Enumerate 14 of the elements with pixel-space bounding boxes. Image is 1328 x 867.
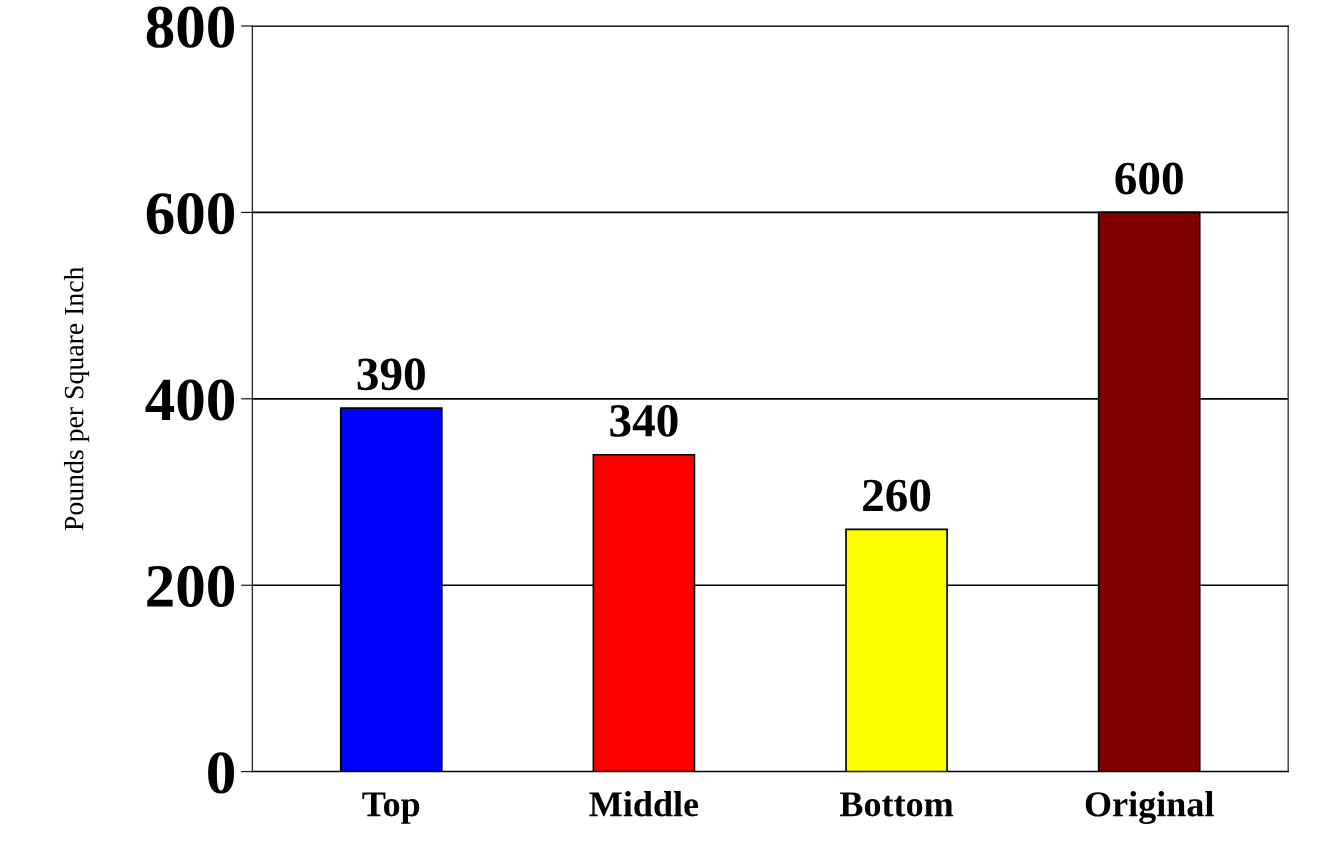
y-axis-title: Pounds per Square Inch bbox=[63, 266, 90, 531]
y-tick-label: 800 bbox=[146, 6, 235, 48]
x-tick-label: Original bbox=[1085, 791, 1214, 825]
data-label: 260 bbox=[863, 479, 931, 512]
y-tick-label: 600 bbox=[146, 192, 235, 235]
y-tick-label: 400 bbox=[145, 379, 235, 421]
data-label: 390 bbox=[357, 358, 425, 391]
x-tick-label: Top bbox=[362, 792, 420, 824]
y-tick-label: 200 bbox=[147, 565, 235, 608]
data-label: 340 bbox=[610, 404, 678, 437]
x-tick-label: Bottom bbox=[840, 792, 954, 817]
data-label: 600 bbox=[1115, 162, 1183, 195]
x-tick-label: Middle bbox=[589, 791, 699, 817]
y-tick-label: 0 bbox=[208, 752, 235, 794]
